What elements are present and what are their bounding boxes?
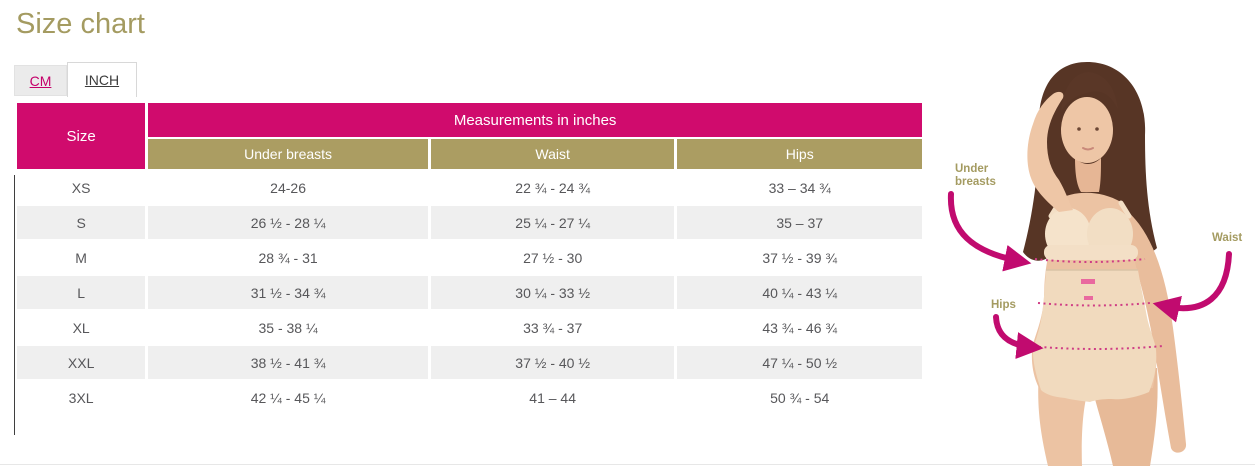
table-row: S 26 ½ - 28 ¼ 25 ¼ - 27 ¼ 35 – 37: [17, 206, 922, 239]
hips-cell: 37 ½ - 39 ¾: [677, 241, 922, 274]
waist-cell: 27 ½ - 30: [430, 241, 675, 274]
hips-arrow: [993, 314, 1044, 359]
size-table: Size Measurements in inches Under breast…: [14, 101, 925, 416]
hips-cell: 47 ¼ - 50 ½: [677, 346, 922, 379]
under-breasts-cell: 38 ½ - 41 ¾: [148, 346, 428, 379]
hips-cell: 35 – 37: [677, 206, 922, 239]
size-cell: S: [17, 206, 146, 239]
measurements-group-header: Measurements in inches: [148, 103, 922, 137]
shapewear: [1033, 270, 1157, 402]
figure-label-under-breasts: Under breasts: [955, 163, 996, 188]
size-cell: XL: [17, 311, 146, 344]
under-breasts-cell: 24-26: [148, 171, 428, 204]
under-breasts-cell: 35 - 38 ¼: [148, 311, 428, 344]
size-cell: XXL: [17, 346, 146, 379]
bottom-divider: [0, 464, 1255, 465]
garment-logo-mark-small: [1084, 296, 1093, 300]
table-left-border: [14, 175, 15, 435]
column-header-under-breasts: Under breasts: [148, 139, 428, 169]
waist-cell: 30 ¼ - 33 ½: [430, 276, 675, 309]
tab-cm[interactable]: CM: [14, 65, 67, 96]
bra-band: [1044, 245, 1138, 260]
column-header-waist: Waist: [430, 139, 675, 169]
hips-cell: 50 ¾ - 54: [677, 381, 922, 414]
eye-right: [1095, 127, 1099, 131]
waist-cell: 41 – 44: [430, 381, 675, 414]
tab-inch[interactable]: INCH: [67, 62, 137, 97]
table-row: M 28 ¾ - 31 27 ½ - 30 37 ½ - 39 ¾: [17, 241, 922, 274]
measurement-guide-figure: Under breasts Waist Hips: [935, 0, 1255, 466]
size-cell: XS: [17, 171, 146, 204]
column-header-hips: Hips: [677, 139, 922, 169]
tab-inch-label: INCH: [84, 72, 120, 88]
waist-arrow: [1152, 251, 1232, 323]
under-breasts-measure-line: [1034, 258, 1146, 263]
hair-fringe: [1061, 72, 1118, 112]
table-row: XXL 38 ½ - 41 ¾ 37 ½ - 40 ½ 47 ¼ - 50 ½: [17, 346, 922, 379]
waist-cell: 37 ½ - 40 ½: [430, 346, 675, 379]
under-breasts-cell: 28 ¾ - 31: [148, 241, 428, 274]
waist-measure-line: [1037, 302, 1151, 307]
hips-cell: 40 ¼ - 43 ¼: [677, 276, 922, 309]
size-column-header: Size: [17, 103, 146, 169]
under-breasts-arrow: [947, 191, 1032, 272]
size-cell: 3XL: [17, 381, 146, 414]
figure-label-hips: Hips: [991, 299, 1016, 311]
neck: [1075, 158, 1101, 192]
bra-strap-right: [1118, 200, 1132, 219]
waist-cell: 22 ¾ - 24 ¾: [430, 171, 675, 204]
model-photo: [947, 62, 1232, 466]
tab-cm-label: CM: [29, 73, 52, 89]
hips-cell: 43 ¾ - 46 ¾: [677, 311, 922, 344]
under-breasts-cell: 31 ½ - 34 ¾: [148, 276, 428, 309]
under-breasts-cell: 26 ½ - 28 ¼: [148, 206, 428, 239]
waist-cell: 25 ¼ - 27 ¼: [430, 206, 675, 239]
arm-up: [1027, 91, 1073, 212]
table-row: 3XL 42 ¼ - 45 ¼ 41 – 44 50 ¾ - 54: [17, 381, 922, 414]
size-cell: M: [17, 241, 146, 274]
arm-down: [1117, 206, 1187, 453]
figure-label-waist: Waist: [1212, 232, 1243, 244]
waist-cell: 33 ¾ - 37: [430, 311, 675, 344]
table-row: XL 35 - 38 ¼ 33 ¾ - 37 43 ¾ - 46 ¾: [17, 311, 922, 344]
garment-logo-mark: [1081, 279, 1095, 284]
under-breasts-cell: 42 ¼ - 45 ¼: [148, 381, 428, 414]
face: [1061, 97, 1113, 163]
table-row: XS 24-26 22 ¾ - 24 ¾ 33 – 34 ¾: [17, 171, 922, 204]
lips: [1082, 147, 1094, 151]
size-table-wrap: Size Measurements in inches Under breast…: [14, 101, 925, 416]
hips-cell: 33 – 34 ¾: [677, 171, 922, 204]
hips-measure-line: [1027, 345, 1164, 350]
eye-left: [1077, 127, 1081, 131]
size-cell: L: [17, 276, 146, 309]
page-title: Size chart: [16, 8, 145, 40]
table-row: L 31 ½ - 34 ¾ 30 ¼ - 33 ½ 40 ¼ - 43 ¼: [17, 276, 922, 309]
